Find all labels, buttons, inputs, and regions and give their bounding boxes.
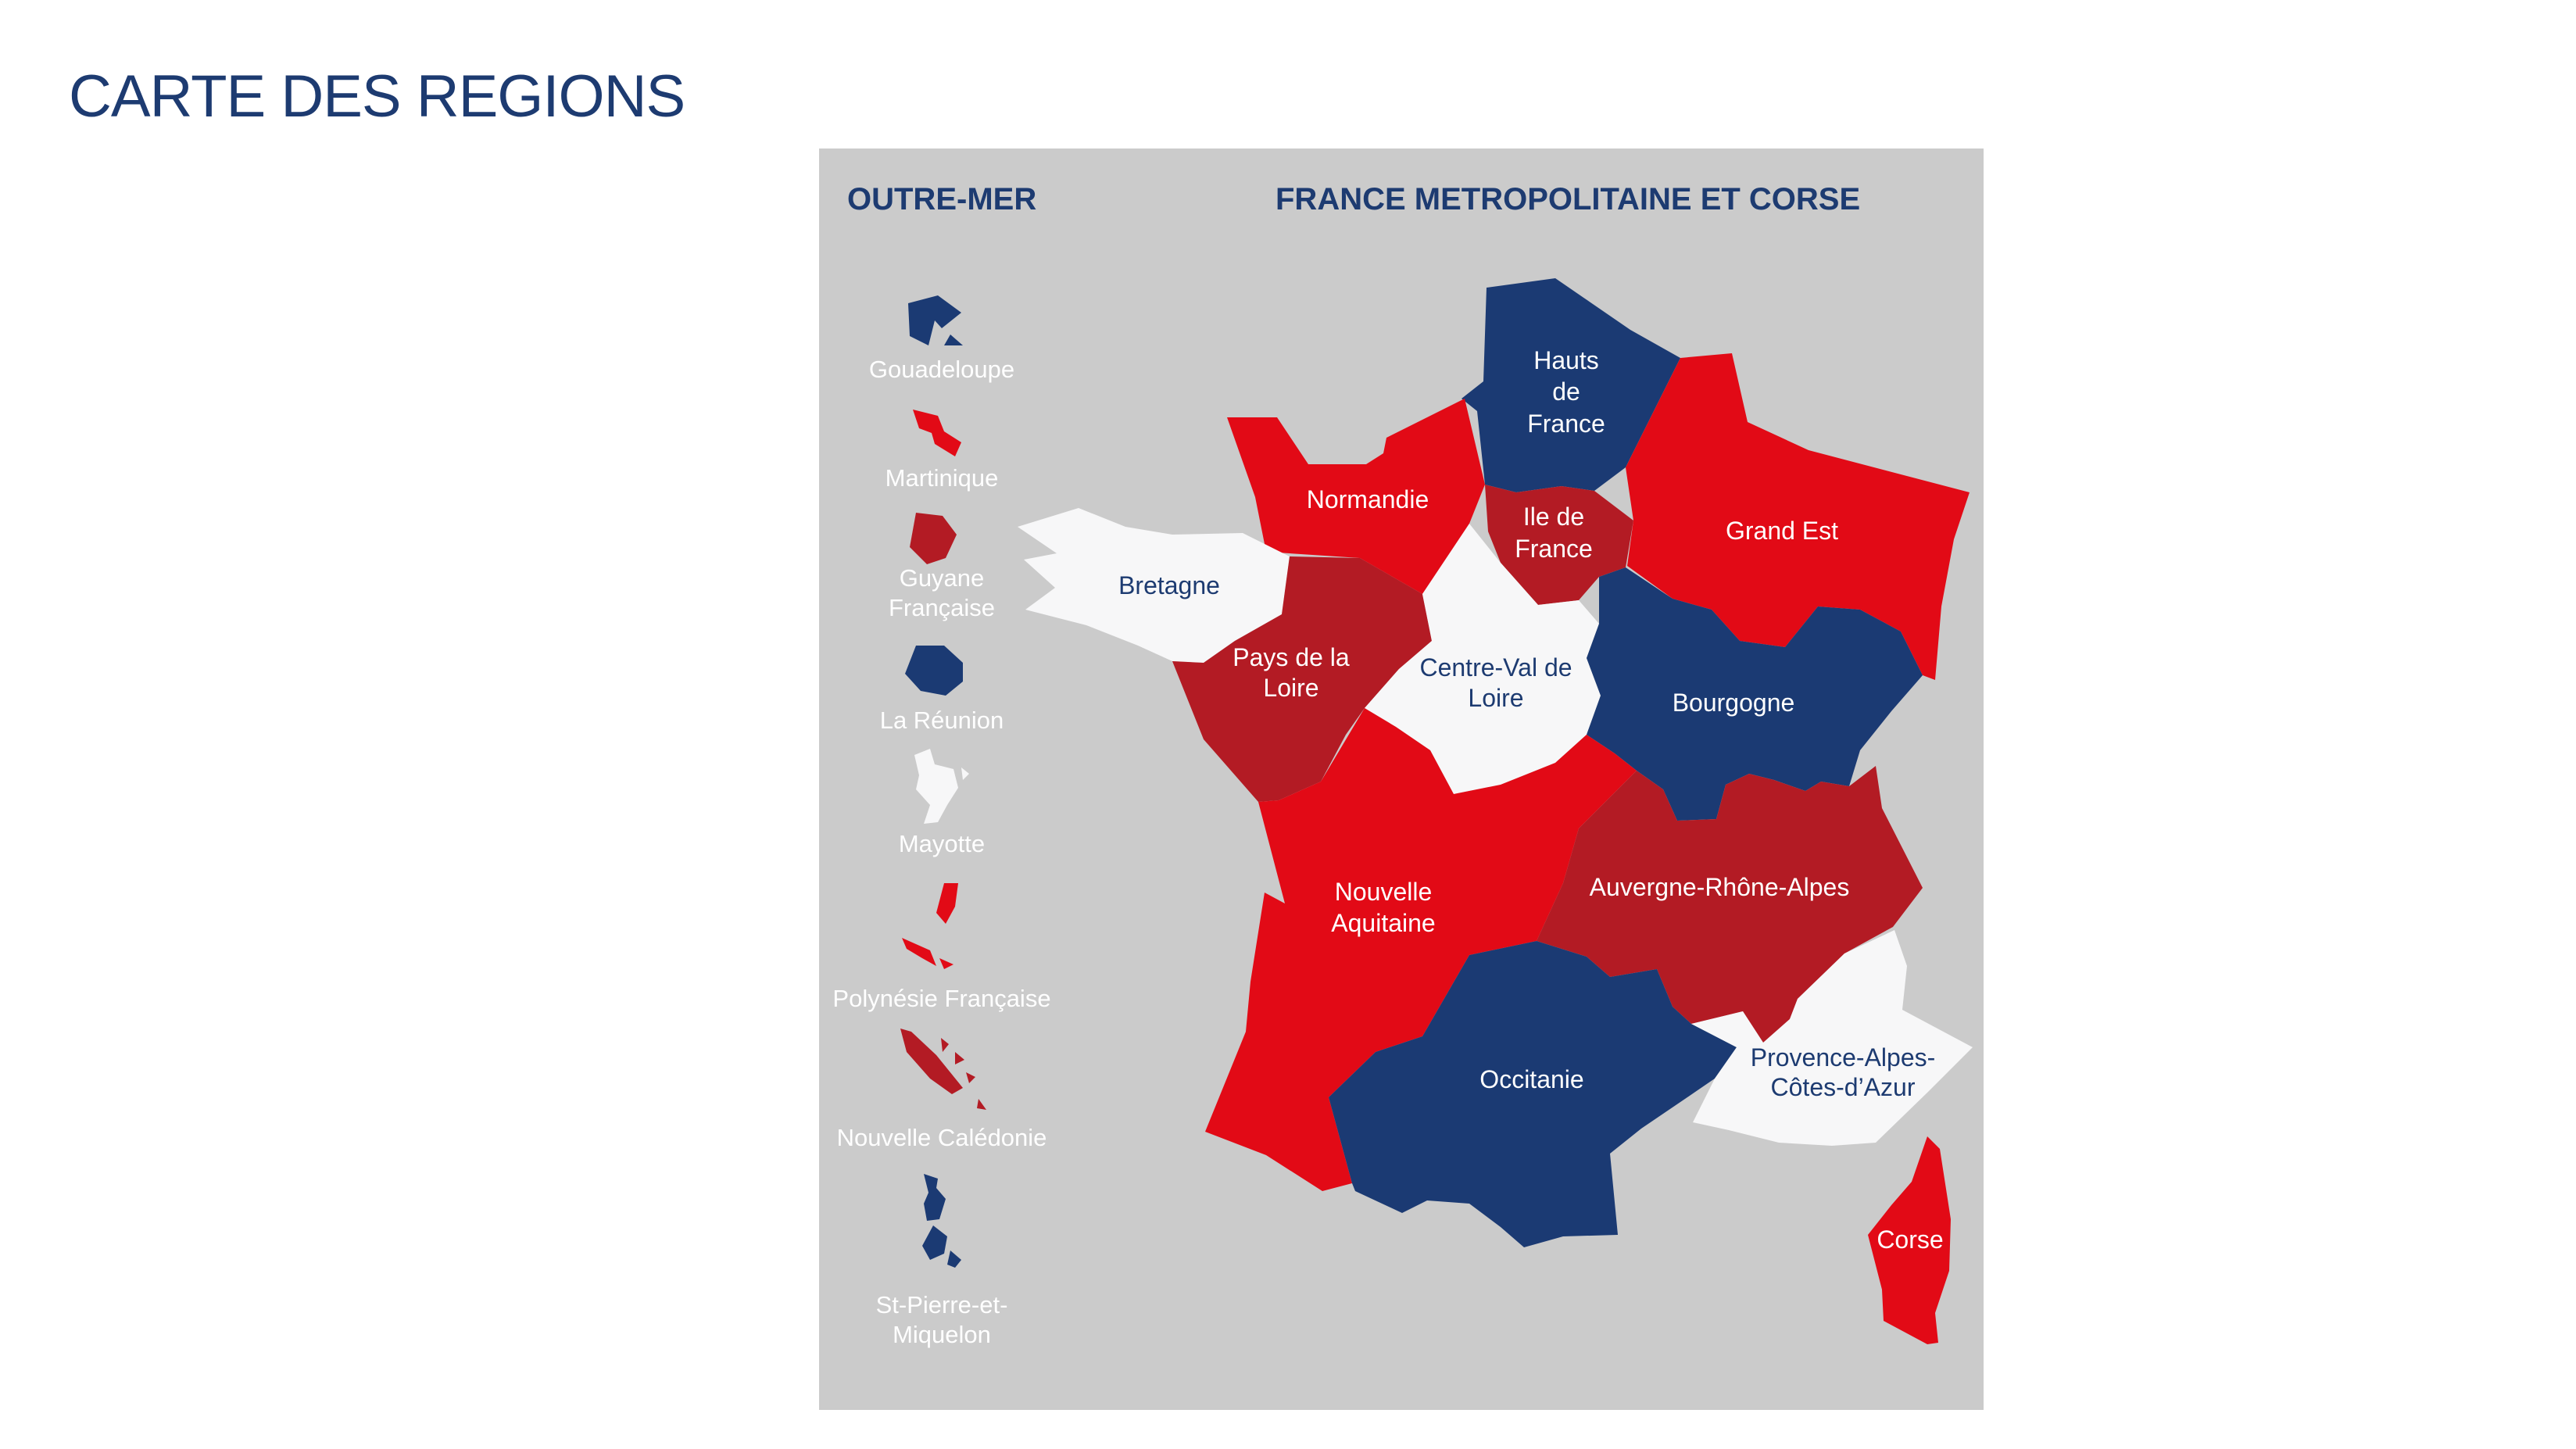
auvergne-rhone-alpes-shape	[1537, 766, 1923, 1043]
region-pays-de-la-loire[interactable]: Pays de la Loire	[1172, 556, 1432, 802]
overseas-item-nouvelle-caledonie[interactable]: Nouvelle Calédonie	[837, 1029, 1047, 1151]
overseas-item-guadeloupe[interactable]: Gouadeloupe	[869, 295, 1014, 383]
region-label-normandie: Normandie	[1307, 485, 1429, 513]
region-label-hauts-de-france-line3: France	[1527, 410, 1605, 438]
st-pierre-shape-3	[947, 1250, 961, 1268]
martinique-shape	[913, 410, 961, 456]
overseas-label-guyane-line2: Française	[889, 594, 995, 621]
bourgogne-shape	[1587, 567, 1923, 821]
region-label-bourgogne: Bourgogne	[1673, 689, 1795, 717]
region-corse[interactable]: Corse	[1868, 1136, 1951, 1344]
mayotte-islet-shape	[961, 767, 969, 780]
overseas-item-reunion[interactable]: La Réunion	[880, 646, 1004, 734]
overseas-item-polynesie[interactable]: Polynésie Française	[832, 883, 1051, 1012]
region-label-pays-de-la-loire-line2: Loire	[1263, 674, 1318, 702]
overseas-item-mayotte[interactable]: Mayotte	[899, 749, 985, 857]
region-label-paca-line2: Côtes-d’Azur	[1771, 1073, 1916, 1101]
nouvelle-caledonie-islet-3	[966, 1072, 975, 1083]
nouvelle-aquitaine-shape	[1205, 708, 1637, 1191]
overseas-label-mayotte: Mayotte	[899, 830, 985, 857]
region-occitanie[interactable]: Occitanie	[1329, 941, 1737, 1247]
region-label-centre-val-de-loire-line1: Centre-Val de	[1419, 653, 1572, 682]
region-label-bretagne: Bretagne	[1118, 571, 1220, 599]
mayotte-shape	[914, 749, 958, 824]
region-label-pays-de-la-loire-line1: Pays de la	[1233, 643, 1350, 671]
paca-shape	[1691, 930, 1973, 1146]
region-label-corse: Corse	[1877, 1225, 1943, 1254]
overseas-item-martinique[interactable]: Martinique	[886, 410, 999, 492]
overseas-label-polynesie: Polynésie Française	[832, 985, 1050, 1012]
ile-de-france-shape	[1485, 485, 1633, 605]
occitanie-shape	[1329, 941, 1737, 1247]
normandie-shape	[1227, 399, 1485, 594]
overseas-label-st-pierre-line1: St-Pierre-et-	[876, 1291, 1008, 1318]
overseas-label-martinique: Martinique	[886, 464, 999, 492]
pays-de-la-loire-shape	[1172, 556, 1432, 802]
overseas-item-guyane[interactable]: Guyane Française	[889, 513, 995, 621]
region-label-auvergne-rhone-alpes: Auvergne-Rhône-Alpes	[1590, 873, 1850, 901]
region-auvergne-rhone-alpes[interactable]: Auvergne-Rhône-Alpes	[1537, 766, 1923, 1043]
guadeloupe-islet-shape	[944, 335, 963, 345]
region-normandie[interactable]: Normandie	[1227, 399, 1485, 594]
region-label-ile-de-france-line1: Ile de	[1523, 503, 1584, 531]
region-label-ile-de-france-line2: France	[1515, 535, 1593, 563]
region-ile-de-france[interactable]: Ile de France	[1485, 485, 1633, 605]
section-title-overseas: OUTRE-MER	[847, 182, 1036, 216]
region-label-occitanie: Occitanie	[1479, 1065, 1583, 1093]
grand-est-shape	[1626, 353, 1970, 680]
hauts-de-france-shape	[1462, 278, 1680, 492]
region-paca[interactable]: Provence-Alpes- Côtes-d’Azur	[1691, 930, 1973, 1146]
overseas-item-st-pierre[interactable]: St-Pierre-et- Miquelon	[876, 1174, 1008, 1348]
polynesie-shape-3	[939, 958, 953, 969]
st-pierre-shape-2	[922, 1225, 947, 1260]
polynesie-shape-2	[902, 938, 936, 966]
nouvelle-caledonie-shape	[900, 1029, 963, 1094]
overseas-label-nouvelle-caledonie: Nouvelle Calédonie	[837, 1124, 1047, 1151]
region-label-nouvelle-aquitaine-line1: Nouvelle	[1335, 878, 1433, 906]
nouvelle-caledonie-islet-4	[977, 1099, 986, 1110]
region-grand-est[interactable]: Grand Est	[1626, 353, 1970, 680]
nouvelle-caledonie-islet-1	[941, 1038, 949, 1052]
overseas-label-guyane-line1: Guyane	[900, 564, 985, 592]
region-label-hauts-de-france-line1: Hauts	[1533, 346, 1599, 374]
region-centre-val-de-loire[interactable]: Centre-Val de Loire	[1365, 524, 1601, 794]
guadeloupe-shape	[908, 295, 961, 345]
overseas-label-guadeloupe: Gouadeloupe	[869, 356, 1014, 383]
region-label-centre-val-de-loire-line2: Loire	[1468, 684, 1523, 712]
reunion-shape	[905, 646, 963, 696]
region-bretagne[interactable]: Bretagne	[1018, 508, 1290, 663]
region-hauts-de-france[interactable]: Hauts de France	[1462, 278, 1680, 492]
section-title-metropole: FRANCE METROPOLITAINE ET CORSE	[1275, 182, 1860, 216]
guyane-shape	[910, 513, 957, 564]
bretagne-shape	[1018, 508, 1290, 663]
region-label-paca-line1: Provence-Alpes-	[1751, 1043, 1936, 1072]
polynesie-shape-1	[936, 883, 958, 924]
region-bourgogne[interactable]: Bourgogne	[1587, 567, 1923, 821]
region-nouvelle-aquitaine[interactable]: Nouvelle Aquitaine	[1205, 708, 1637, 1191]
centre-val-de-loire-shape	[1365, 524, 1601, 794]
overseas-label-reunion: La Réunion	[880, 707, 1004, 734]
nouvelle-caledonie-islet-2	[955, 1052, 964, 1064]
region-label-hauts-de-france-line2: de	[1552, 377, 1580, 406]
region-label-grand-est: Grand Est	[1726, 517, 1838, 545]
page-title: CARTE DES REGIONS	[69, 63, 685, 130]
st-pierre-shape-1	[924, 1174, 946, 1221]
corse-shape	[1868, 1136, 1951, 1344]
overseas-label-st-pierre-line2: Miquelon	[893, 1321, 991, 1348]
region-label-nouvelle-aquitaine-line2: Aquitaine	[1331, 909, 1435, 937]
